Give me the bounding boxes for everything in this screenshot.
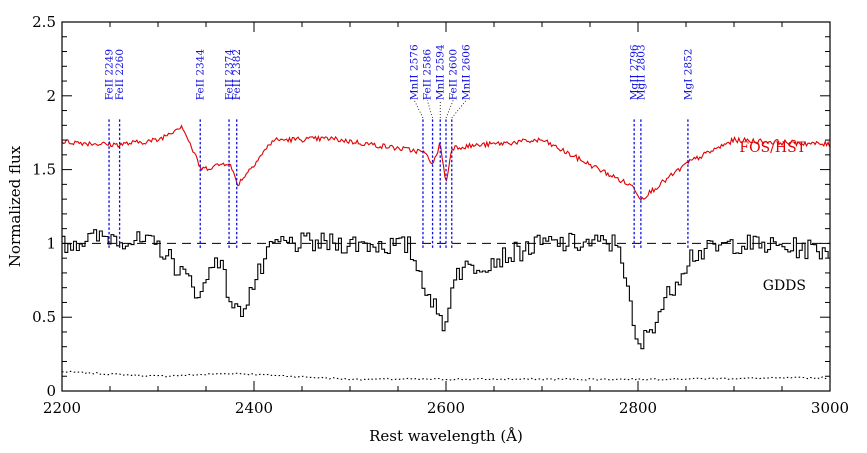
y-tick-label: 2 xyxy=(46,87,56,105)
absorption-line-label: FeII 2344 xyxy=(195,49,207,101)
x-axis-title: Rest wavelength (Å) xyxy=(369,427,523,445)
label-leader-line xyxy=(426,100,433,119)
label-leader-line xyxy=(413,100,424,119)
absorption-line-label: FeII 2382 xyxy=(231,49,243,100)
absorption-line-label: MnII 2606 xyxy=(461,44,473,100)
fos-hst-series-label: FOS/HST xyxy=(739,140,806,156)
absorption-line-label: FeII 2374 xyxy=(224,49,236,101)
absorption-line-label: FeII 2260 xyxy=(114,49,126,100)
absorption-line-label: FeII 2600 xyxy=(448,49,460,100)
label-leader-line xyxy=(451,99,467,119)
absorption-line-label: MgI 2852 xyxy=(682,49,694,101)
y-tick-label: 2.5 xyxy=(32,13,56,31)
gdds-series-label: GDDS xyxy=(763,278,806,294)
absorption-line-label: FeII 2586 xyxy=(422,49,434,101)
y-tick-label: 0.5 xyxy=(32,308,56,326)
y-tick-label: 1.5 xyxy=(32,161,56,179)
absorption-line-label: MnII 2576 xyxy=(409,44,421,100)
label-leader-line xyxy=(445,100,454,119)
x-tick-label: 2600 xyxy=(427,399,465,417)
x-tick-label: 2400 xyxy=(235,399,273,417)
x-tick-label: 2800 xyxy=(619,399,657,417)
absorption-line-label: MgII 2803 xyxy=(635,44,647,100)
absorption-line-label: FeII 2249 xyxy=(104,49,116,100)
x-tick-label: 2200 xyxy=(43,399,81,417)
absorption-line-label: MnII 2594 xyxy=(435,44,447,100)
axes-layer: 2200 2400 2600 2800 3000 0 0.5 1 1.5 2 2.5 xyxy=(32,13,849,417)
y-tick-label: 1 xyxy=(46,234,56,252)
noise-series xyxy=(61,370,829,381)
gdds-series xyxy=(62,229,829,350)
y-axis-title: Normalized flux xyxy=(6,145,24,267)
y-tick-label: 0 xyxy=(46,382,56,400)
x-tick-label: 3000 xyxy=(811,399,849,417)
absorption-line-label: MgII 2796 xyxy=(629,44,641,100)
